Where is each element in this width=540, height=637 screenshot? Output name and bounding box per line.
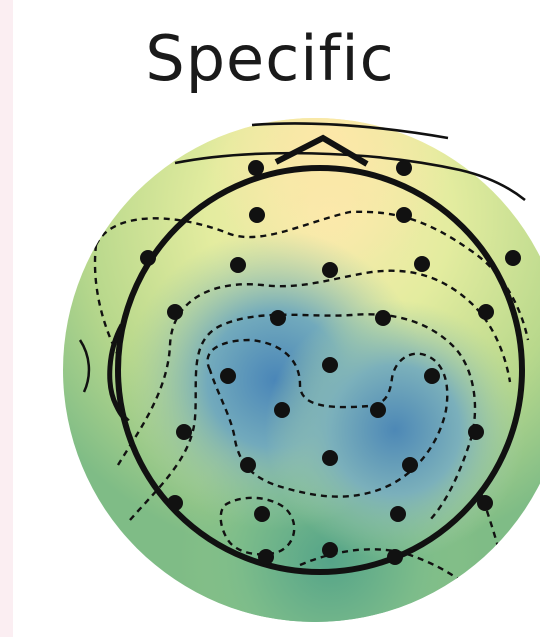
page-edge-strip: [0, 0, 13, 637]
electrode: [414, 256, 430, 272]
electrode: [249, 207, 265, 223]
electrode: [390, 506, 406, 522]
left-ear-marker: [78, 339, 91, 393]
electrode: [167, 304, 183, 320]
electrode: [322, 450, 338, 466]
left-ear-icon: [107, 323, 130, 422]
electrode: [167, 495, 183, 511]
electrode: [468, 424, 484, 440]
head-outline: [115, 165, 525, 575]
electrode: [375, 310, 391, 326]
electrode: [254, 506, 270, 522]
reference-arcs: [174, 122, 526, 202]
electrode: [387, 549, 403, 565]
electrode: [176, 424, 192, 440]
electrode: [140, 250, 156, 266]
electrode: [322, 542, 338, 558]
nose-icon: [274, 134, 369, 167]
electrode: [370, 402, 386, 418]
electrode: [477, 495, 493, 511]
electrode: [396, 207, 412, 223]
electrode: [270, 310, 286, 326]
electrode: [322, 262, 338, 278]
map-color-field: [63, 118, 540, 622]
electrode: [322, 357, 338, 373]
electrode: [424, 368, 440, 384]
electrode: [230, 257, 246, 273]
electrode-markers: [140, 160, 521, 565]
map-title: Specific: [145, 22, 395, 95]
electrode: [240, 457, 256, 473]
electrode: [258, 549, 274, 565]
electrode: [274, 402, 290, 418]
electrode: [396, 160, 412, 176]
electrode: [478, 304, 494, 320]
electrode: [248, 160, 264, 176]
electrode: [402, 457, 418, 473]
electrode: [505, 250, 521, 266]
electrode: [220, 368, 236, 384]
